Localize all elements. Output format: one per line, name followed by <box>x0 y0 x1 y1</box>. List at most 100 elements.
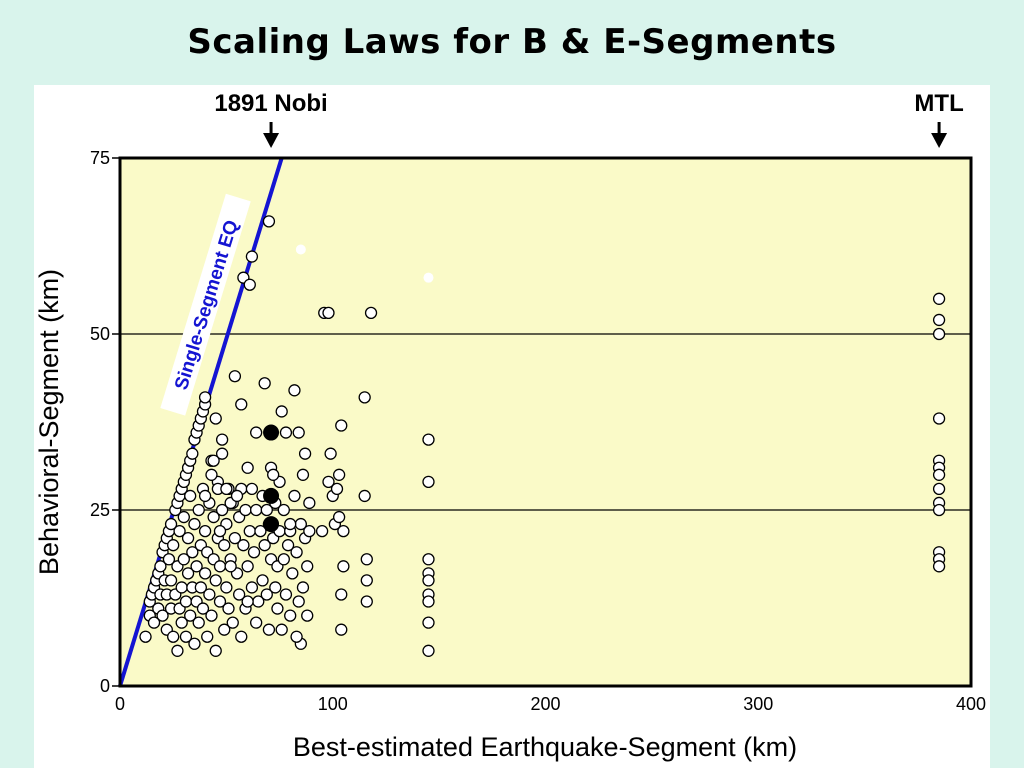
data-point <box>290 546 303 559</box>
data-point <box>275 405 288 418</box>
data-point <box>337 524 350 538</box>
data-point <box>256 574 269 587</box>
x-tick-label: 100 <box>318 694 348 714</box>
data-point <box>198 391 212 404</box>
data-point <box>296 468 310 481</box>
data-point <box>932 560 946 573</box>
data-point <box>332 510 346 524</box>
data-point <box>422 475 435 488</box>
data-point <box>218 539 231 552</box>
data-point <box>277 503 290 517</box>
data-point <box>186 546 199 559</box>
data-point <box>358 489 371 503</box>
data-point <box>228 532 242 545</box>
data-point <box>173 524 186 538</box>
y-axis-title: Behavioral-Segment (km) <box>34 269 64 575</box>
data-point <box>262 623 276 636</box>
data-point <box>288 384 301 397</box>
data-point <box>422 644 435 657</box>
data-point <box>224 560 237 573</box>
data-point <box>932 412 946 425</box>
data-point <box>192 503 205 517</box>
highlight-point <box>263 424 280 441</box>
data-point <box>292 426 305 439</box>
data-point <box>186 447 199 460</box>
data-point <box>932 468 946 481</box>
data-point <box>241 595 254 608</box>
data-point <box>194 581 207 594</box>
data-point <box>222 602 235 615</box>
data-point <box>932 482 946 496</box>
data-point <box>177 553 190 566</box>
data-point <box>220 581 233 594</box>
data-point <box>330 482 344 496</box>
down-arrow-icon <box>931 133 948 148</box>
data-point <box>332 468 346 481</box>
data-points <box>139 215 946 657</box>
data-point <box>179 630 193 643</box>
data-point <box>228 370 242 383</box>
data-point <box>260 588 273 601</box>
data-point <box>296 581 310 594</box>
tick-labels: 0 25 50 75 0 100 200 300 400 <box>90 148 986 714</box>
data-point <box>215 433 229 446</box>
data-point <box>250 503 263 517</box>
data-point <box>258 539 271 552</box>
data-point <box>292 595 305 608</box>
data-point <box>360 553 373 566</box>
data-point <box>279 588 293 601</box>
highlight-point <box>263 516 280 533</box>
data-point <box>167 539 180 552</box>
data-point <box>335 419 348 432</box>
data-point <box>284 609 297 622</box>
data-point <box>209 644 222 657</box>
data-point <box>303 496 316 510</box>
x-tick-label: 0 <box>115 694 125 714</box>
data-point <box>337 560 350 573</box>
marker-label-1891-nobi: 1891 Nobi <box>214 90 327 117</box>
data-point <box>198 524 212 538</box>
data-point <box>213 560 227 573</box>
data-point <box>422 574 435 587</box>
data-point <box>201 630 214 643</box>
data-point <box>188 517 201 531</box>
data-point <box>322 475 335 488</box>
data-point <box>358 391 371 404</box>
data-point <box>281 539 295 552</box>
x-axis-title: Best-estimated Earthquake-Segment (km) <box>293 732 797 762</box>
data-point <box>301 560 314 573</box>
data-point <box>218 623 231 636</box>
data-point <box>167 630 180 643</box>
data-point <box>175 581 188 594</box>
data-point <box>303 524 316 538</box>
data-point <box>156 609 169 622</box>
data-point <box>241 560 254 573</box>
data-point <box>162 553 176 566</box>
data-point <box>164 517 178 531</box>
data-point <box>232 588 246 601</box>
data-point <box>335 623 348 636</box>
data-point <box>190 560 203 573</box>
data-point <box>184 489 197 503</box>
data-point <box>250 426 263 439</box>
data-point <box>230 489 244 503</box>
data-point <box>184 609 197 622</box>
data-point <box>177 510 190 524</box>
data-point <box>171 644 184 657</box>
data-point <box>284 517 297 531</box>
data-point <box>235 630 248 643</box>
data-point <box>269 581 282 594</box>
data-point <box>932 327 946 341</box>
data-point <box>147 616 161 629</box>
data-point <box>360 574 373 587</box>
data-point <box>932 503 946 517</box>
y-tick-label: 75 <box>90 148 110 168</box>
data-point <box>324 447 337 460</box>
data-point <box>275 623 288 636</box>
data-point <box>422 616 435 629</box>
y-tick-label: 25 <box>90 500 110 520</box>
data-point <box>179 595 193 608</box>
data-point <box>226 616 239 629</box>
data-point <box>360 595 373 608</box>
